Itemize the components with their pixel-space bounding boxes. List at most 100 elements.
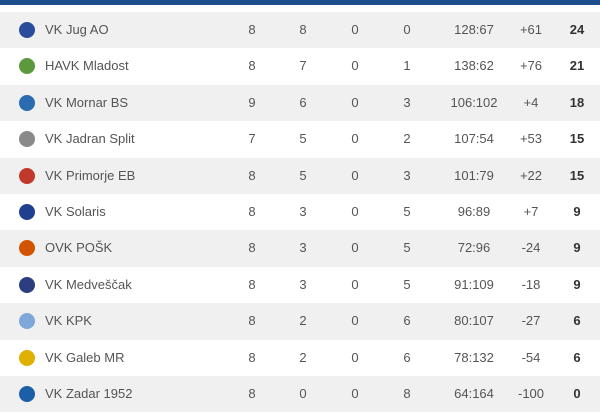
won: 2: [299, 349, 307, 365]
lost: 6: [403, 349, 411, 365]
lost: 0: [403, 22, 411, 37]
team-name: OVK POŠK: [45, 240, 113, 256]
table-row: VK Mornar BS 9 6 0 3 106:102 +4 18: [0, 84, 600, 122]
points: 9: [573, 276, 581, 292]
team-logo: [19, 386, 35, 402]
goal-diff: +53: [519, 131, 543, 147]
won: 8: [299, 22, 307, 37]
drawn: 0: [351, 131, 359, 147]
goals: 128:67: [454, 22, 494, 37]
drawn: 0: [351, 58, 359, 74]
goal-diff: +7: [523, 204, 539, 219]
lost: 3: [403, 94, 411, 110]
lost: 5: [403, 204, 411, 219]
goals: 107:54: [454, 131, 494, 147]
drawn: 0: [351, 94, 359, 110]
played: 8: [248, 204, 256, 219]
drawn: 0: [351, 240, 359, 256]
goals: 80:107: [454, 313, 494, 329]
goal-diff: +4: [523, 94, 539, 110]
table-row: VK Zadar 1952 8 0 0 8 64:164 -100 0: [0, 376, 600, 413]
goal-diff: +61: [519, 22, 543, 37]
goal-diff: +76: [519, 58, 543, 74]
team-logo: [19, 313, 35, 330]
played: 8: [248, 386, 256, 401]
points: 18: [569, 94, 585, 110]
goal-diff: +22: [519, 167, 543, 183]
table-row: VK Jug AO 8 8 0 0 128:67 +61 24: [0, 12, 600, 49]
points: 0: [573, 386, 581, 401]
won: 2: [299, 313, 307, 329]
played: 8: [248, 22, 256, 37]
won: 3: [299, 276, 307, 292]
points: 9: [573, 204, 581, 219]
drawn: 0: [351, 276, 359, 292]
lost: 6: [403, 313, 411, 329]
team-name: VK Jadran Split: [45, 131, 135, 147]
points: 15: [569, 131, 585, 147]
lost: 3: [403, 167, 411, 183]
played: 7: [248, 131, 256, 147]
drawn: 0: [351, 386, 359, 401]
goal-diff: -100: [517, 386, 545, 401]
team-logo: [19, 240, 35, 257]
goals: 96:89: [457, 204, 491, 219]
team-name: VK Primorje EB: [45, 167, 136, 183]
team-logo: [19, 349, 35, 366]
goals: 138:62: [454, 58, 494, 74]
team-name: VK Medveščak: [45, 276, 132, 292]
team-logo: [19, 22, 35, 38]
points: 6: [573, 349, 581, 365]
drawn: 0: [351, 167, 359, 183]
goals: 106:102: [450, 94, 498, 110]
table-row: VK Jadran Split 7 5 0 2 107:54 +53 15: [0, 121, 600, 157]
played: 8: [248, 313, 256, 329]
points: 21: [569, 58, 585, 74]
team-name: HAVK Mladost: [45, 58, 129, 74]
goal-diff: -54: [521, 349, 541, 365]
won: 3: [299, 204, 307, 219]
goals: 91:109: [454, 276, 494, 292]
lost: 8: [403, 386, 411, 401]
points: 24: [569, 22, 585, 37]
won: 5: [299, 131, 307, 147]
won: 5: [299, 167, 307, 183]
goal-diff: -18: [521, 276, 541, 292]
played: 8: [248, 167, 256, 183]
played: 8: [248, 58, 256, 74]
lost: 5: [403, 240, 411, 256]
table-row: VK Medveščak 8 3 0 5 91:109 -18 9: [0, 267, 600, 303]
won: 6: [299, 94, 307, 110]
team-name: VK Galeb MR: [45, 349, 125, 365]
table-row: VK Primorje EB 8 5 0 3 101:79 +22 15: [0, 157, 600, 194]
drawn: 0: [351, 349, 359, 365]
team-logo: [19, 58, 35, 75]
team-name: VK Jug AO: [45, 22, 109, 37]
played: 9: [248, 94, 256, 110]
team-name: VK Solaris: [45, 204, 106, 219]
goals: 64:164: [454, 386, 494, 401]
table-row: HAVK Mladost 8 7 0 1 138:62 +76 21: [0, 48, 600, 84]
points: 9: [573, 240, 581, 256]
lost: 2: [403, 131, 411, 147]
won: 7: [299, 58, 307, 74]
won: 3: [299, 240, 307, 256]
played: 8: [248, 240, 256, 256]
points: 15: [569, 167, 585, 183]
goals: 101:79: [454, 167, 494, 183]
drawn: 0: [351, 204, 359, 219]
header-bar: [0, 0, 600, 5]
team-logo: [19, 131, 35, 148]
points: 6: [573, 313, 581, 329]
team-name: VK KPK: [45, 313, 92, 329]
drawn: 0: [351, 313, 359, 329]
goals: 78:132: [454, 349, 494, 365]
table-row: OVK POŠK 8 3 0 5 72:96 -24 9: [0, 230, 600, 267]
played: 8: [248, 349, 256, 365]
lost: 1: [403, 58, 411, 74]
won: 0: [299, 386, 307, 401]
team-name: VK Mornar BS: [45, 94, 129, 110]
team-logo: [19, 94, 35, 111]
goal-diff: -27: [521, 313, 541, 329]
goals: 72:96: [457, 240, 491, 256]
